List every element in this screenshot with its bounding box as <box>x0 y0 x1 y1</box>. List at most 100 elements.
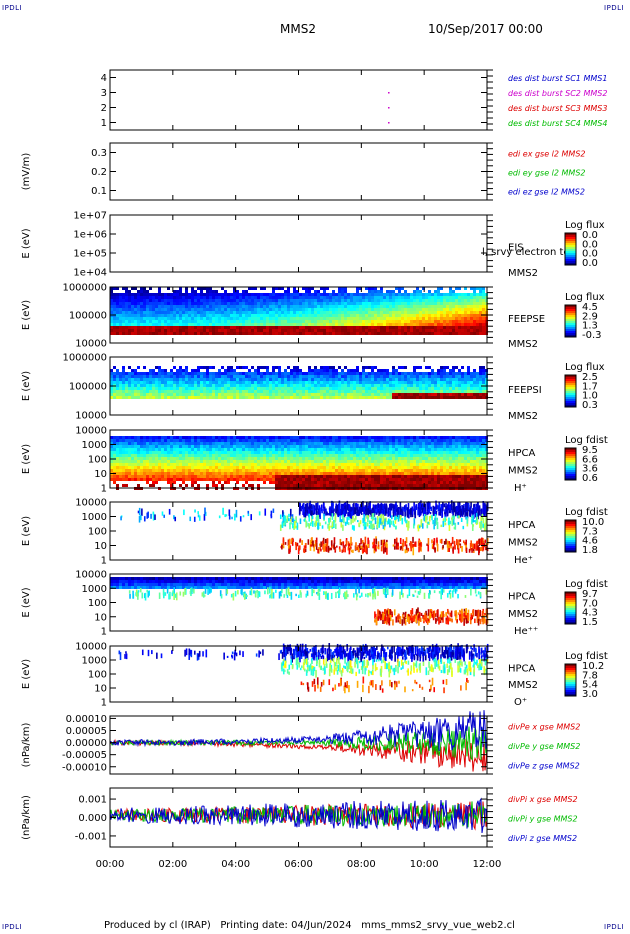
spectrogram-cell <box>296 290 299 293</box>
spectrogram-cell <box>482 396 485 399</box>
spectrogram-cell <box>221 381 224 384</box>
spectrogram-cell <box>263 439 266 442</box>
spectrogram-cell <box>320 366 323 369</box>
spectrogram-cell <box>176 293 179 296</box>
spectrogram-cell <box>206 293 209 296</box>
spectrogram-cell <box>389 460 392 463</box>
spectrogram-cell <box>119 375 122 378</box>
spectrogram-cell <box>125 305 128 308</box>
spectrogram-cell <box>449 290 452 293</box>
spectrogram-cell <box>395 454 398 457</box>
spectrogram-cell <box>296 372 299 375</box>
spectrogram-cell <box>407 472 410 475</box>
spectrogram-cell <box>470 390 473 393</box>
spectrogram-cell <box>368 296 371 299</box>
spectrogram-cell <box>308 323 311 326</box>
spectrogram-cell <box>308 320 311 323</box>
spectrogram-cell <box>116 381 119 384</box>
spectrogram-cell <box>161 369 164 372</box>
spectrogram-cell <box>110 326 113 329</box>
spectrogram-cell <box>443 308 446 311</box>
spectrogram-cell <box>182 293 185 296</box>
spectrogram-cell <box>398 460 401 463</box>
spectrogram-cell <box>389 320 392 323</box>
spectrogram-cell <box>374 466 377 469</box>
spectrogram-cell <box>137 290 140 293</box>
spectrogram-cell <box>452 308 455 311</box>
spectrogram-cell <box>362 469 365 472</box>
spectrogram-cell <box>425 469 428 472</box>
spectrogram-cell <box>440 326 443 329</box>
spectrogram-cell <box>164 387 167 390</box>
spectrogram-cell <box>248 448 251 451</box>
spectrogram-cell <box>143 390 146 393</box>
spectrogram-cell <box>185 390 188 393</box>
spectrogram-cell <box>437 451 440 454</box>
spectrogram-cell <box>299 387 302 390</box>
spectrogram-cell <box>386 445 389 448</box>
spectrogram-cell <box>350 317 353 320</box>
spectrogram-cell <box>215 372 218 375</box>
spectrogram-cell <box>248 311 251 314</box>
spectrogram-cell <box>425 454 428 457</box>
spectrogram-cell <box>170 308 173 311</box>
spectrogram-cell <box>437 296 440 299</box>
spectrogram-cell <box>287 293 290 296</box>
spectrogram-cell <box>293 457 296 460</box>
spectrogram-cell <box>167 466 170 469</box>
spectrogram-cell <box>281 332 284 335</box>
spectrogram-cell <box>119 320 122 323</box>
spectrogram-cell <box>305 454 308 457</box>
spectrogram-cell <box>161 314 164 317</box>
spectrogram-cell <box>272 442 275 445</box>
spectrogram-cell <box>425 293 428 296</box>
spectrogram-cell <box>374 454 377 457</box>
spectrogram-cell <box>371 439 374 442</box>
spectrogram-cell <box>251 323 254 326</box>
spectrogram-cell <box>368 323 371 326</box>
spectrogram-cell <box>122 475 125 478</box>
spectrogram-cell <box>455 387 458 390</box>
spectrogram-cell <box>230 472 233 475</box>
spectrogram-cell <box>167 384 170 387</box>
spectrogram-cell <box>419 320 422 323</box>
spectrogram-cell <box>197 384 200 387</box>
spectrogram-cell <box>437 326 440 329</box>
spectrogram-cell <box>167 439 170 442</box>
spectrogram-cell <box>176 320 179 323</box>
spectrogram-cell <box>398 469 401 472</box>
spectrogram-cell <box>155 302 158 305</box>
spectrogram-cell <box>134 445 137 448</box>
spectrogram-cell <box>314 317 317 320</box>
spectrogram-cell <box>350 460 353 463</box>
spectrogram-cell <box>395 445 398 448</box>
spectrogram-cell <box>341 390 344 393</box>
spectrogram-cell <box>215 460 218 463</box>
spectrogram-cell <box>395 390 398 393</box>
spectrogram-cell <box>359 469 362 472</box>
spectrogram-cell <box>140 329 143 332</box>
spectrogram-cell <box>398 472 401 475</box>
spectrogram-cell <box>137 375 140 378</box>
spectrogram-cell <box>137 302 140 305</box>
spectrogram-cell <box>395 375 398 378</box>
spectrogram-cell <box>440 390 443 393</box>
spectrogram-cell <box>191 311 194 314</box>
spectrogram-cell <box>197 329 200 332</box>
spectrogram-cell <box>188 311 191 314</box>
spectrogram-cell <box>275 332 278 335</box>
spectrogram-cell <box>215 308 218 311</box>
spectrogram-cell <box>227 308 230 311</box>
spectrogram-cell <box>155 445 158 448</box>
spectrogram-cell <box>239 326 242 329</box>
spectrogram-cell <box>413 311 416 314</box>
spectrogram-cell <box>365 381 368 384</box>
spectrogram-cell <box>428 299 431 302</box>
spectrogram-cell <box>449 463 452 466</box>
spectrogram-cell <box>170 381 173 384</box>
spectrogram-cell <box>281 439 284 442</box>
spectrogram-cell <box>272 436 275 439</box>
spectrogram-cell <box>383 375 386 378</box>
spectrogram-cell <box>287 393 290 396</box>
spectrogram-cell <box>446 475 449 478</box>
